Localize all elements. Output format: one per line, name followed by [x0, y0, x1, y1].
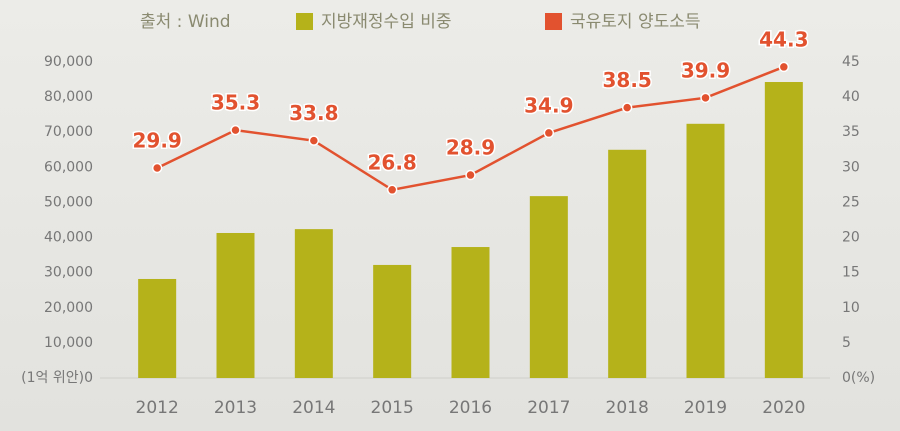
y2-tick-label: 5 [842, 335, 851, 351]
x-tick-label: 2014 [292, 398, 335, 418]
line-point [621, 102, 633, 113]
line-point [308, 135, 320, 146]
bar [686, 123, 725, 378]
line-point [700, 92, 711, 104]
legend-swatch [545, 13, 562, 30]
x-tick-label: 2012 [136, 398, 179, 418]
y2-tick-label: 15 [842, 265, 860, 281]
line-point [543, 127, 555, 139]
x-tick-label: 2019 [684, 398, 727, 418]
y2-tick-label: 10 [842, 300, 860, 316]
y-tick-label: 90,000 [44, 54, 93, 70]
bar [294, 229, 333, 378]
data-label: 26.8 [367, 150, 416, 174]
x-tick-label: 2018 [606, 398, 649, 418]
data-label: 33.8 [289, 101, 338, 125]
y-tick-label: 10,000 [44, 335, 93, 351]
y-tick-label: 60,000 [44, 159, 93, 175]
bar [529, 196, 568, 378]
y2-tick-label: 30 [842, 159, 860, 175]
bar [608, 149, 647, 378]
source-note: 출처 : Wind [140, 12, 231, 32]
bar [764, 82, 803, 378]
y-tick-label: 80,000 [44, 89, 93, 105]
data-label: 38.5 [602, 68, 651, 92]
y2-tick-label: 35 [842, 124, 860, 140]
y-tick-label: (1억 위안)0 [21, 370, 93, 386]
x-tick-label: 2020 [762, 398, 805, 418]
y-tick-label: 40,000 [44, 230, 93, 246]
bar [138, 278, 177, 378]
y-tick-label: 50,000 [44, 194, 93, 210]
data-label: 39.9 [681, 58, 730, 82]
y2-tick-label: 25 [842, 194, 860, 210]
data-label: 34.9 [524, 93, 573, 117]
data-label: 29.9 [132, 129, 181, 153]
legend-label: 지방재정수입 비중 [321, 12, 452, 32]
bar [373, 264, 412, 378]
x-tick-label: 2013 [214, 398, 257, 418]
x-tick-label: 2015 [371, 398, 414, 418]
line-point [230, 124, 241, 136]
y2-tick-label: 0(%) [842, 370, 875, 386]
data-label: 28.9 [446, 136, 495, 160]
legend-label: 국유토지 양도소득 [570, 12, 701, 32]
bar [216, 232, 255, 378]
data-label: 35.3 [211, 91, 260, 115]
bar [451, 247, 490, 378]
y2-tick-label: 40 [842, 89, 860, 105]
line-point [151, 162, 163, 174]
y-tick-label: 20,000 [44, 300, 93, 316]
line-point [778, 61, 790, 73]
data-label: 44.3 [759, 27, 808, 51]
x-tick-label: 2016 [449, 398, 492, 418]
y-tick-label: 30,000 [44, 265, 93, 281]
y2-tick-label: 20 [842, 230, 860, 246]
y-tick-label: 70,000 [44, 124, 93, 140]
x-tick-label: 2017 [527, 398, 570, 418]
legend-swatch [296, 13, 313, 30]
line-point [386, 184, 398, 196]
y2-tick-label: 45 [842, 54, 860, 70]
line-point [465, 169, 476, 181]
